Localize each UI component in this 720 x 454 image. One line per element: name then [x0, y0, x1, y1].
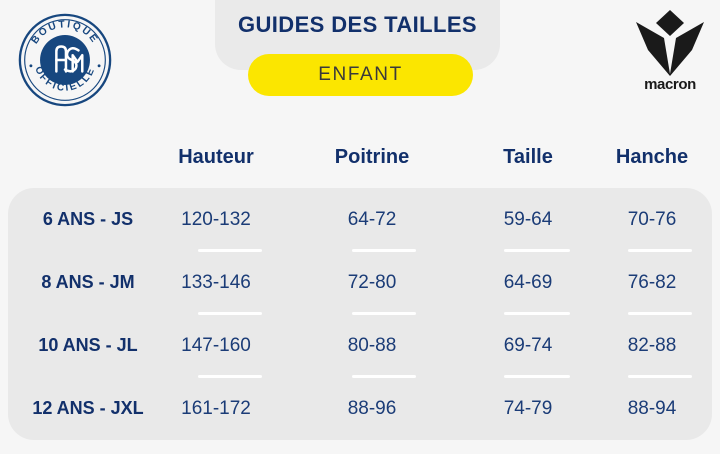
- cell-taille: 64-69: [503, 271, 553, 293]
- column-header-hanche: Hanche: [615, 146, 689, 168]
- macron-wordmark: macron: [644, 76, 696, 93]
- table-row[interactable]: 10 ANS - JL 147-160 80-88 69-74 82-88: [8, 314, 712, 377]
- cell-poitrine: 88-96: [347, 397, 397, 419]
- row-divider: [504, 375, 570, 378]
- row-divider: [628, 312, 692, 315]
- table-row[interactable]: 12 ANS - JXL 161-172 88-96 74-79 88-94: [8, 377, 712, 440]
- row-divider: [628, 375, 692, 378]
- row-divider: [198, 375, 262, 378]
- cell-taille: 59-64: [503, 208, 553, 230]
- cell-poitrine: 80-88: [347, 334, 397, 356]
- row-divider: [504, 312, 570, 315]
- category-badge-enfant[interactable]: ENFANT: [248, 54, 473, 96]
- macron-brand-logo: [632, 8, 708, 100]
- cell-hanche: 88-94: [627, 397, 677, 419]
- cell-size-name: 10 ANS - JL: [38, 335, 138, 355]
- cell-hauteur: 120-132: [181, 208, 251, 230]
- cell-taille: 69-74: [503, 334, 553, 356]
- asm-boutique-officielle-stamp-logo: BOUTIQUE OFFICIELLE: [17, 12, 113, 108]
- cell-poitrine: 72-80: [347, 271, 397, 293]
- size-table: 6 ANS - JS 120-132 64-72 59-64 70-76 8 A…: [8, 188, 712, 440]
- cell-size-name: 12 ANS - JXL: [32, 398, 144, 418]
- cell-hanche: 82-88: [627, 334, 677, 356]
- row-divider: [352, 312, 416, 315]
- cell-size-name: 6 ANS - JS: [42, 209, 134, 229]
- row-divider: [352, 249, 416, 252]
- row-divider: [628, 249, 692, 252]
- cell-hauteur: 133-146: [181, 271, 251, 293]
- row-divider: [504, 249, 570, 252]
- page-title: GUIDES DES TAILLES: [237, 12, 478, 37]
- row-divider: [352, 375, 416, 378]
- cell-hauteur: 161-172: [181, 397, 251, 419]
- column-header-poitrine: Poitrine: [334, 146, 410, 168]
- cell-hauteur: 147-160: [181, 334, 251, 356]
- category-badge-label: ENFANT: [318, 64, 403, 85]
- row-divider: [198, 312, 262, 315]
- cell-poitrine: 64-72: [347, 208, 397, 230]
- cell-size-name: 8 ANS - JM: [41, 272, 135, 292]
- row-divider: [198, 249, 262, 252]
- table-row[interactable]: 8 ANS - JM 133-146 72-80 64-69 76-82: [8, 251, 712, 314]
- column-header-hauteur: Hauteur: [178, 146, 254, 168]
- table-row[interactable]: 6 ANS - JS 120-132 64-72 59-64 70-76: [8, 188, 712, 251]
- cell-taille: 74-79: [503, 397, 553, 419]
- cell-hanche: 70-76: [627, 208, 677, 230]
- cell-hanche: 76-82: [627, 271, 677, 293]
- table-column-headers: Hauteur Poitrine Taille Hanche: [0, 146, 720, 180]
- column-header-taille: Taille: [503, 146, 553, 168]
